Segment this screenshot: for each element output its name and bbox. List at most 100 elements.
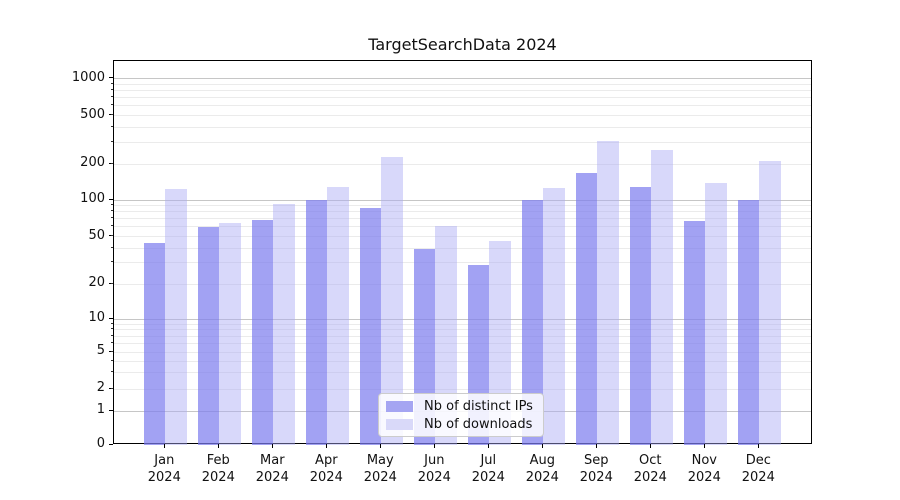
y-minor-tick-mark [111, 350, 113, 352]
bar-distinct-ips [575, 172, 598, 445]
bar-distinct-ips [359, 208, 382, 445]
x-tick-mark [703, 444, 705, 448]
x-tick-label: Jun 2024 [417, 453, 451, 485]
x-tick-mark [541, 444, 543, 448]
y-minor-tick-mark [111, 235, 113, 236]
minor-gridline [114, 329, 811, 331]
minor-gridline [114, 205, 811, 207]
x-tick-label: Jan 2024 [147, 453, 181, 485]
bar-distinct-ips [737, 200, 760, 445]
minor-gridline [114, 342, 811, 344]
x-tick-label: Jul 2024 [471, 453, 505, 485]
minor-gridline [114, 97, 811, 99]
bar-distinct-ips [683, 221, 706, 445]
minor-gridline [114, 83, 811, 85]
y-minor-tick-mark [111, 162, 113, 164]
bar-distinct-ips [197, 226, 220, 445]
minor-gridline [114, 163, 811, 165]
minor-gridline [114, 226, 811, 228]
x-tick-label: Feb 2024 [201, 453, 235, 485]
legend-item-downloads: Nb of downloads [386, 417, 535, 432]
y-minor-tick-mark [111, 125, 113, 127]
bar-distinct-ips [251, 220, 274, 445]
y-tick-label: 0 [96, 436, 105, 451]
x-tick-mark [757, 444, 759, 448]
legend: Nb of distinct IPs Nb of downloads [378, 393, 544, 437]
y-minor-tick-mark [111, 341, 113, 343]
bar-downloads [651, 150, 673, 445]
x-tick-mark [271, 444, 273, 448]
bar-distinct-ips [143, 243, 166, 445]
major-gridline [114, 78, 811, 80]
minor-gridline [114, 90, 811, 92]
legend-item-distinct-ips: Nb of distinct IPs [386, 399, 535, 414]
minor-gridline [114, 126, 811, 128]
y-minor-tick-mark [111, 141, 113, 143]
bar-distinct-ips [629, 186, 652, 445]
minor-gridline [114, 218, 811, 220]
legend-swatch-downloads [386, 418, 413, 430]
y-minor-tick-mark [111, 217, 113, 219]
y-tick-mark [109, 409, 113, 411]
bar-downloads [273, 203, 295, 445]
major-gridline [114, 199, 811, 201]
minor-gridline [114, 142, 811, 144]
y-tick-mark [109, 317, 113, 319]
y-minor-tick-mark [111, 225, 113, 227]
x-tick-mark [649, 444, 651, 448]
x-tick-mark [325, 444, 327, 448]
y-minor-tick-mark [111, 204, 113, 206]
y-tick-label: 100 [80, 191, 105, 207]
minor-gridline [114, 247, 811, 249]
minor-gridline [114, 283, 811, 285]
y-minor-tick-mark [111, 114, 113, 115]
y-minor-tick-mark [111, 387, 113, 389]
y-tick-mark [109, 443, 113, 445]
x-tick-mark [487, 444, 489, 448]
bar-downloads [327, 186, 349, 445]
legend-swatch-distinct-ips [386, 400, 413, 412]
y-minor-tick-mark [111, 89, 113, 91]
y-tick-label: 1000 [71, 69, 105, 85]
bar-downloads [219, 222, 241, 445]
y-minor-tick-mark [111, 82, 113, 84]
y-minor-tick-mark [111, 334, 113, 336]
bar-distinct-ips [305, 200, 328, 445]
minor-gridline [114, 360, 811, 362]
x-tick-label: Dec 2024 [741, 453, 775, 485]
y-tick-label: 200 [80, 155, 105, 170]
bar-downloads [165, 189, 187, 445]
y-minor-tick-mark [111, 328, 113, 330]
x-tick-label: Apr 2024 [309, 453, 343, 485]
y-minor-tick-mark [111, 282, 113, 284]
minor-gridline [114, 335, 811, 337]
x-tick-mark [595, 444, 597, 448]
y-tick-label: 2 [96, 380, 105, 396]
major-gridline [114, 318, 811, 320]
y-minor-tick-mark [111, 359, 113, 361]
bar-distinct-ips [521, 200, 544, 445]
x-tick-label: Oct 2024 [633, 453, 667, 485]
minor-gridline [114, 372, 811, 374]
minor-gridline [114, 236, 811, 237]
y-tick-mark [109, 198, 113, 200]
y-tick-label: 1 [96, 402, 105, 417]
bar-downloads [435, 226, 457, 445]
x-tick-label: Aug 2024 [525, 453, 559, 485]
bar-downloads [597, 140, 619, 445]
y-minor-tick-mark [111, 246, 113, 248]
legend-label-distinct-ips: Nb of distinct IPs [424, 398, 533, 414]
y-minor-tick-mark [111, 371, 113, 373]
y-minor-tick-mark [111, 96, 113, 98]
y-minor-tick-mark [111, 104, 113, 106]
minor-gridline [114, 105, 811, 107]
x-tick-mark [163, 444, 165, 448]
y-tick-label: 500 [80, 106, 105, 122]
y-tick-label: 5 [96, 343, 105, 358]
minor-gridline [114, 323, 811, 325]
bar-downloads [759, 161, 781, 445]
minor-gridline [114, 262, 811, 264]
plot-area [113, 60, 812, 445]
legend-label-downloads: Nb of downloads [424, 416, 533, 432]
